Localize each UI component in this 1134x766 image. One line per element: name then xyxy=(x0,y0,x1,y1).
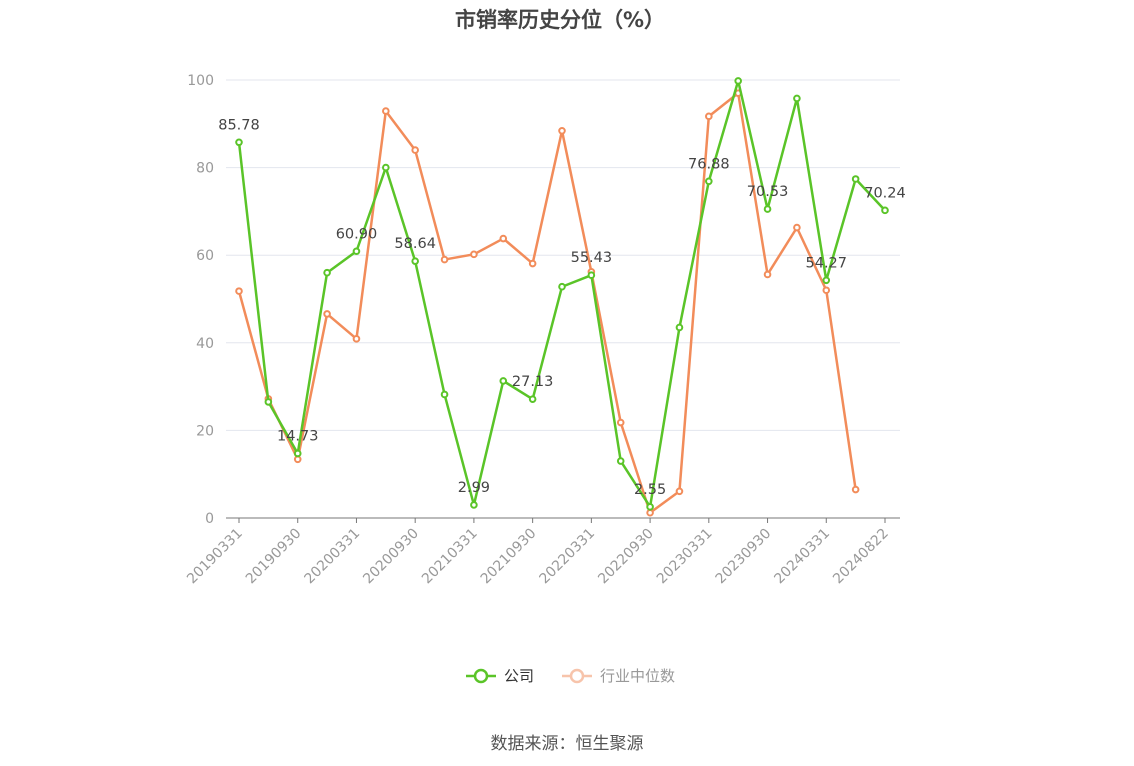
data-point-industry xyxy=(293,455,302,464)
data-point-company xyxy=(822,276,831,285)
data-label: 70.53 xyxy=(747,184,789,200)
data-point-company xyxy=(763,205,772,213)
data-point-industry xyxy=(440,255,449,264)
data-point-industry xyxy=(763,270,772,279)
y-tick-label: 40 xyxy=(196,336,214,352)
data-label: 14.73 xyxy=(277,428,319,444)
y-tick-label: 100 xyxy=(187,73,214,89)
data-point-industry xyxy=(793,223,801,232)
data-point-company xyxy=(411,257,419,265)
data-point-company xyxy=(705,177,713,186)
data-point-company xyxy=(382,163,390,172)
x-tick-label: 20210331 xyxy=(419,526,481,588)
x-tick-label: 20190930 xyxy=(243,526,305,588)
data-label: 2.55 xyxy=(634,482,666,498)
data-label: 85.78 xyxy=(218,117,260,133)
x-tick-label: 20230930 xyxy=(713,526,775,588)
axes: 0 20 40 60 80 100 2019033120190930202003312020… xyxy=(184,73,900,587)
chart-title: 市销率历史分位（%） xyxy=(454,8,666,32)
legend[interactable]: 公司 行业中位数 xyxy=(466,667,675,685)
data-point-industry xyxy=(646,508,654,517)
x-tick-label: 20210930 xyxy=(478,526,540,588)
data-point-company xyxy=(528,395,537,403)
series-lines xyxy=(235,77,889,517)
data-point-industry xyxy=(352,335,361,343)
data-point-industry xyxy=(558,127,566,135)
legend-marker-icon xyxy=(569,668,585,684)
y-tick-label: 80 xyxy=(196,161,214,177)
data-label: 60.90 xyxy=(336,226,378,242)
data-point-industry xyxy=(499,234,508,243)
legend-item-industry[interactable]: 行业中位数 xyxy=(562,667,675,685)
x-tick-label: 20240822 xyxy=(830,526,892,588)
data-point-company xyxy=(793,94,801,103)
data-label: 27.13 xyxy=(512,374,554,390)
y-tick-label: 60 xyxy=(196,248,214,264)
source-note: 数据来源：恒生聚源 xyxy=(490,734,644,754)
data-point-industry xyxy=(851,485,860,494)
x-tick-label: 20220930 xyxy=(595,526,657,588)
data-point-industry xyxy=(822,286,831,295)
x-tick-label: 20220331 xyxy=(536,526,598,588)
data-point-company xyxy=(470,501,478,509)
data-point-company xyxy=(734,77,742,85)
x-tick-label: 20190331 xyxy=(184,526,246,588)
x-tick-label: 20240331 xyxy=(771,526,833,588)
data-point-company xyxy=(352,247,361,256)
grid-lines xyxy=(226,79,900,431)
data-point-industry xyxy=(235,287,243,295)
data-point-industry xyxy=(675,487,684,496)
data-label: 70.24 xyxy=(864,185,906,201)
data-point-company xyxy=(235,138,243,147)
legend-label: 公司 xyxy=(504,667,534,685)
data-point-company xyxy=(499,377,508,385)
legend-item-company[interactable]: 公司 xyxy=(466,667,534,685)
data-point-company xyxy=(264,398,273,406)
y-tick-label: 0 xyxy=(205,511,214,527)
data-label: 55.43 xyxy=(571,250,613,266)
series-line-company xyxy=(237,79,886,509)
legend-marker-icon xyxy=(473,668,489,684)
x-tick-label: 20200331 xyxy=(302,526,364,588)
data-label: 58.64 xyxy=(394,236,436,252)
data-label: 76.88 xyxy=(688,156,730,172)
data-point-company xyxy=(851,175,860,183)
data-point-company xyxy=(881,206,889,215)
series-line-industry xyxy=(237,91,857,514)
y-tick-label: 20 xyxy=(196,423,214,439)
x-tick-label: 20200930 xyxy=(360,526,422,588)
data-point-industry xyxy=(382,107,390,115)
data-point-industry xyxy=(323,310,331,318)
data-point-industry xyxy=(528,259,537,268)
data-point-company xyxy=(587,271,596,280)
data-point-industry xyxy=(705,112,713,121)
data-point-company xyxy=(616,457,625,465)
data-point-industry xyxy=(616,418,625,427)
data-label: 2.99 xyxy=(458,480,490,496)
data-point-industry xyxy=(470,250,478,259)
data-point-industry xyxy=(411,146,419,154)
data-point-company xyxy=(323,268,331,277)
data-labels: 85.78 14.73 60.90 58.64 2.99 27.13 55.43 2.55 76… xyxy=(218,117,906,498)
data-point-company xyxy=(675,323,684,332)
data-point-company xyxy=(440,390,449,399)
data-point-company xyxy=(646,503,654,511)
x-tick-label: 20230331 xyxy=(654,526,716,588)
legend-label: 行业中位数 xyxy=(600,667,675,685)
data-point-company xyxy=(293,449,302,458)
data-point-company xyxy=(558,282,566,291)
data-label: 54.27 xyxy=(806,255,848,271)
